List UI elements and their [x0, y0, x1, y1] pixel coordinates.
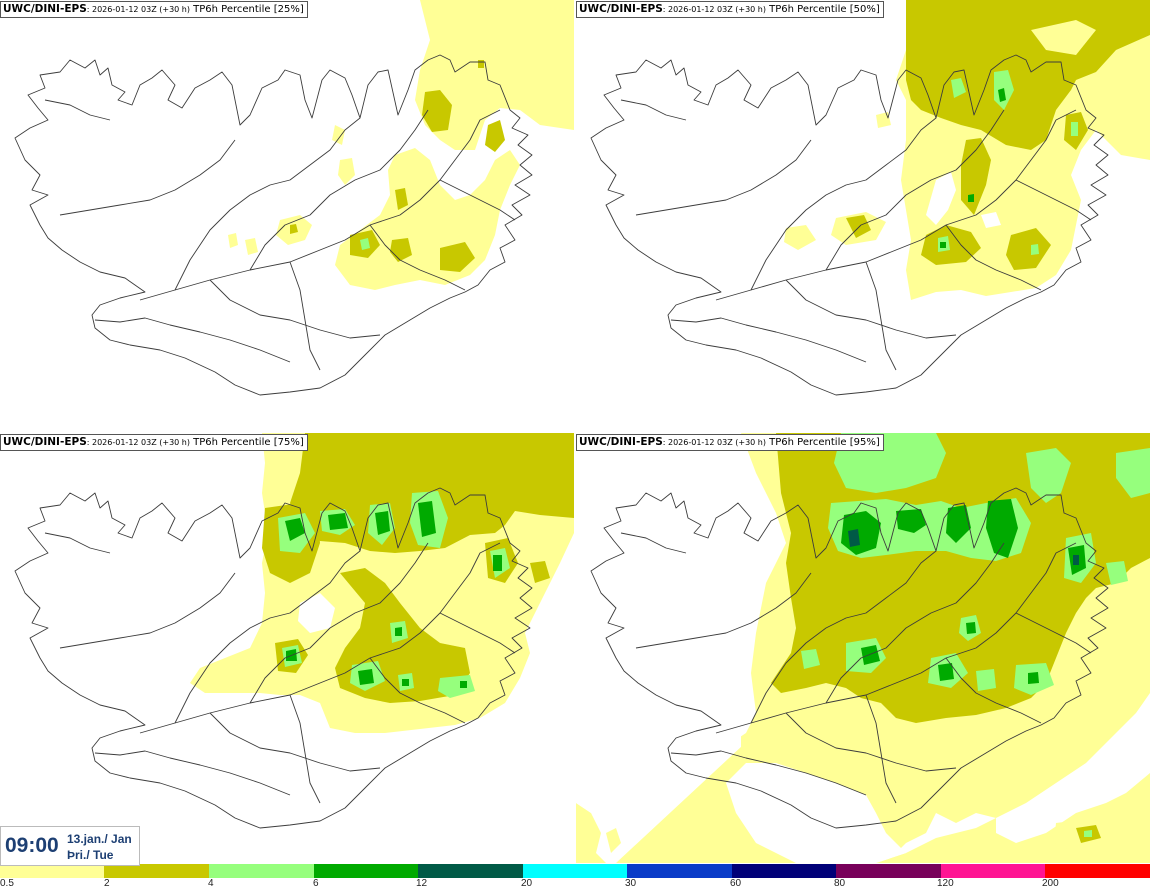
legend-swatch [418, 864, 523, 878]
legend-label: 6 [313, 878, 319, 889]
model-name: UWC/DINI-EPS [579, 3, 663, 15]
legend-label: 12 [416, 878, 428, 889]
legend-label: 20 [521, 878, 533, 889]
model-name: UWC/DINI-EPS [3, 3, 87, 15]
valid-date: 13.jan./ Jan [67, 832, 132, 846]
map-panel-p25: UWC/DINI-EPS: 2026-01-12 03Z (+30 h) TP6… [0, 0, 574, 430]
valid-time: 09:00 [5, 834, 59, 857]
precip-map [14, 433, 574, 829]
run-info: : 2026-01-12 03Z (+30 h) [662, 5, 766, 14]
legend-swatch [314, 864, 418, 878]
legend-label: 60 [730, 878, 742, 889]
legend-swatch [627, 864, 732, 878]
map-panel-p75: UWC/DINI-EPS: 2026-01-12 03Z (+30 h) TP6… [0, 433, 574, 863]
legend-swatch [836, 864, 941, 878]
legend-label: 0.5 [0, 878, 14, 889]
field-name: TP6h Percentile [75%] [189, 437, 304, 448]
run-info: : 2026-01-12 03Z (+30 h) [86, 438, 190, 447]
field-name: TP6h Percentile [25%] [189, 4, 304, 15]
legend-swatch [209, 864, 314, 878]
legend-label: 30 [625, 878, 637, 889]
precip-map [576, 433, 1150, 863]
map-panel-p95: UWC/DINI-EPS: 2026-01-12 03Z (+30 h) TP6… [576, 433, 1150, 863]
legend-label: 4 [208, 878, 214, 889]
legend-label: 80 [834, 878, 846, 889]
run-info: : 2026-01-12 03Z (+30 h) [662, 438, 766, 447]
legend-swatch [523, 864, 627, 878]
panel-title: UWC/DINI-EPS: 2026-01-12 03Z (+30 h) TP6… [0, 434, 308, 451]
panel-title: UWC/DINI-EPS: 2026-01-12 03Z (+30 h) TP6… [0, 1, 308, 18]
precip-map [14, 0, 574, 396]
legend-label: 2 [104, 878, 110, 889]
valid-weekday: Þri./ Tue [67, 848, 114, 862]
map-panel-p50: UWC/DINI-EPS: 2026-01-12 03Z (+30 h) TP6… [576, 0, 1150, 430]
field-name: TP6h Percentile [95%] [765, 437, 880, 448]
legend-swatch [732, 864, 836, 878]
legend-label: 120 [937, 878, 954, 889]
run-info: : 2026-01-12 03Z (+30 h) [86, 5, 190, 14]
valid-time-box: 09:00 13.jan./ Jan Þri./ Tue [0, 826, 140, 866]
legend-label: 200 [1042, 878, 1059, 889]
legend-swatch [0, 864, 104, 878]
panel-title: UWC/DINI-EPS: 2026-01-12 03Z (+30 h) TP6… [576, 1, 884, 18]
legend-swatch [1045, 864, 1150, 878]
precip-map [590, 0, 1150, 396]
field-name: TP6h Percentile [50%] [765, 4, 880, 15]
panel-title: UWC/DINI-EPS: 2026-01-12 03Z (+30 h) TP6… [576, 434, 884, 451]
legend-swatch [941, 864, 1045, 878]
model-name: UWC/DINI-EPS [3, 436, 87, 448]
model-name: UWC/DINI-EPS [579, 436, 663, 448]
legend-swatch [104, 864, 209, 878]
color-legend: 0.5 2 4 6 12 20 30 60 80 120 200 [0, 864, 1150, 891]
